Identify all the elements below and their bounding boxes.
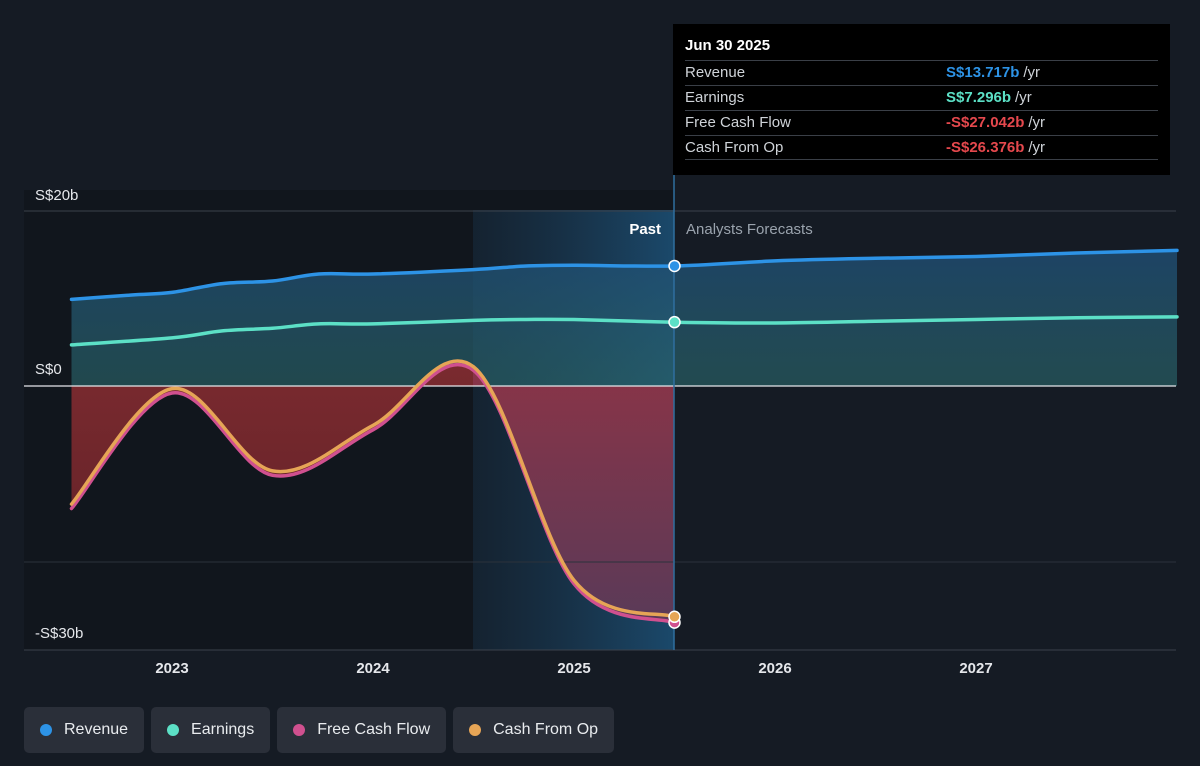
tooltip-unit: /yr	[1015, 89, 1032, 106]
tooltip-value: -S$27.042b	[946, 114, 1025, 131]
legend-dot-icon	[469, 724, 482, 736]
legend-item-revenue[interactable]: Revenue	[24, 707, 145, 753]
y-label-zero: S$0	[35, 361, 62, 378]
x-tick-label: 2026	[758, 660, 791, 677]
legend: Revenue Earnings Free Cash Flow Cash From O…	[24, 707, 615, 753]
legend-item-cash-from-op[interactable]: Cash From Op	[453, 707, 615, 753]
legend-item-earnings[interactable]: Earnings	[151, 707, 271, 753]
x-tick-label: 2025	[557, 660, 590, 677]
tooltip-unit: /yr	[1023, 64, 1041, 81]
tooltip-value: S$13.717b	[946, 64, 1020, 81]
y-label-top: S$20b	[35, 187, 78, 204]
legend-label: Earnings	[191, 721, 255, 738]
tooltip-unit: /yr	[1028, 114, 1046, 131]
cash-from-op-marker[interactable]	[668, 610, 681, 624]
tooltip-value: S$7.296b	[946, 89, 1012, 106]
free-cash-flow-line	[69, 362, 677, 625]
tooltip-value: -S$26.376b	[946, 139, 1025, 156]
y-label-bottom: -S$30b	[35, 625, 83, 642]
tooltip-date: Jun 30 2025	[685, 37, 771, 54]
tooltip-label: Free Cash Flow	[685, 114, 791, 131]
tooltip-row: Earnings S$7.296b/yr	[685, 85, 1158, 110]
legend-label: Revenue	[64, 721, 129, 738]
tooltip-row: Revenue S$13.717b/yr	[685, 60, 1158, 85]
x-tick-label: 2023	[155, 660, 188, 677]
forecast-label: Analysts Forecasts	[686, 221, 813, 238]
cashflow-area-past	[71, 364, 473, 509]
tooltip-label: Earnings	[685, 89, 745, 106]
tooltip-row: Free Cash Flow -S$27.042b/yr	[685, 110, 1158, 135]
legend-dot-icon	[40, 724, 52, 736]
legend-dot-icon	[293, 724, 306, 736]
legend-label: Cash From Op	[493, 721, 599, 738]
earnings-line	[69, 315, 1179, 347]
earnings-marker[interactable]	[668, 315, 681, 329]
cash-from-op-line	[69, 359, 677, 619]
x-tick-label: 2027	[959, 660, 992, 677]
tooltip-unit: /yr	[1028, 139, 1046, 156]
revenue-area	[71, 250, 1177, 386]
revenue-marker[interactable]	[668, 259, 681, 273]
tooltip-panel: Jun 30 2025 Revenue S$13.717b/yr Earnings S…	[673, 24, 1170, 175]
legend-dot-icon	[167, 724, 180, 736]
legend-label: Free Cash Flow	[317, 721, 431, 738]
cashflow-area-recent	[473, 370, 674, 623]
financial-chart: S$20b S$0 -S$30b Past Analysts Forecasts…	[24, 175, 1179, 677]
tooltip-label: Cash From Op	[685, 139, 784, 156]
tooltip-label: Revenue	[685, 64, 746, 81]
x-tick-label: 2024	[356, 660, 390, 677]
past-label: Past	[629, 221, 661, 238]
legend-item-free-cash-flow[interactable]: Free Cash Flow	[277, 707, 447, 753]
tooltip-row: Cash From Op -S$26.376b/yr	[685, 135, 1158, 160]
revenue-line	[69, 248, 1179, 302]
